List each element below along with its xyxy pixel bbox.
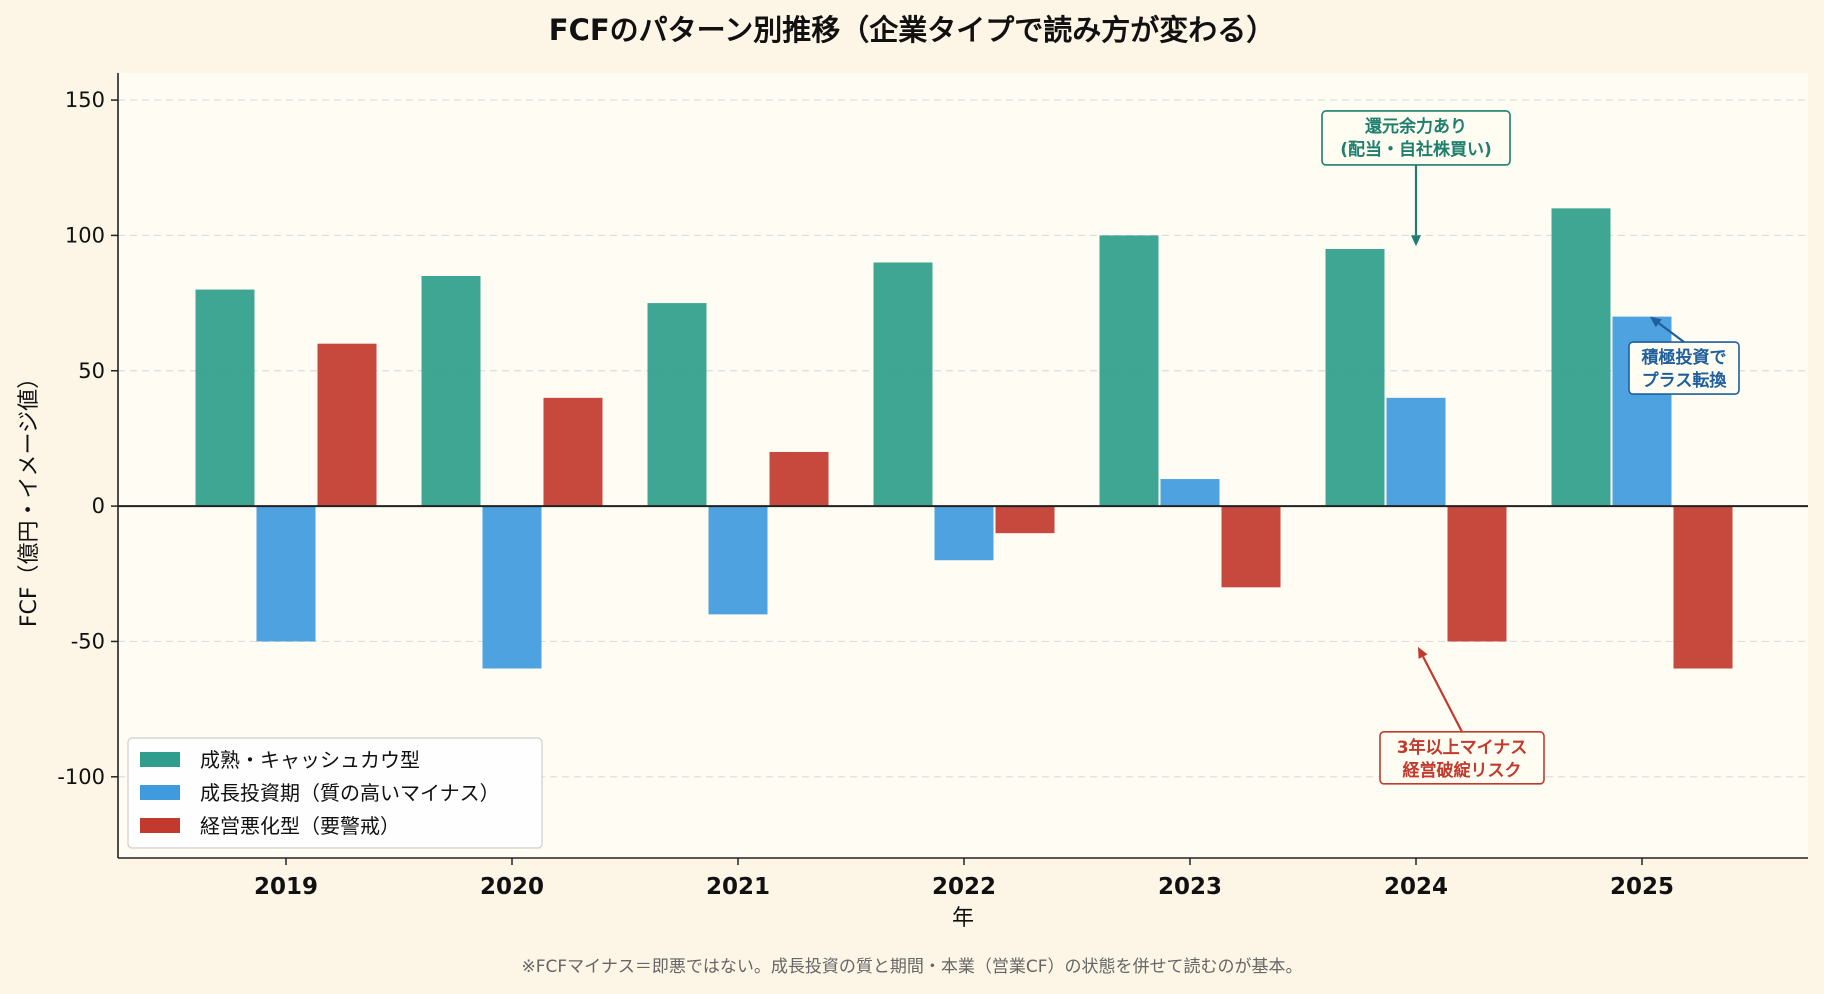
annotation-arrowhead <box>1650 316 1662 328</box>
y-tick-label: 50 <box>78 359 105 383</box>
annotation-box <box>1321 110 1511 166</box>
bar-3-2024 <box>1447 506 1507 642</box>
bar-2-2020 <box>482 506 542 669</box>
annotation-box <box>1628 341 1740 395</box>
bar-3-2022 <box>995 506 1055 534</box>
bar-1-2025 <box>1551 208 1611 507</box>
x-tick-labels: 2019 2020 2021 2022 2023 2024 2025 <box>254 858 1674 900</box>
bar-2-2024 <box>1386 397 1446 507</box>
bar-1-2022 <box>873 262 933 507</box>
annotation-text: プラス転換 <box>1642 370 1728 391</box>
bar-2-2023 <box>1160 479 1220 507</box>
plot-background <box>118 73 1808 858</box>
bar-1-2019 <box>195 289 255 507</box>
bar-1-2024 <box>1325 248 1385 507</box>
legend-box <box>127 737 543 849</box>
y-tick-labels: -100 -50 0 50 100 150 <box>57 88 118 789</box>
bar-3-2023 <box>1221 506 1281 588</box>
annotation-text: 経営破綻リスク <box>1403 760 1522 781</box>
legend-swatch <box>140 752 180 767</box>
legend-label: 成熟・キャッシュカウ型 <box>200 748 420 772</box>
bar-1-2020 <box>421 276 481 507</box>
x-tick-label: 2023 <box>1158 874 1222 900</box>
bar-3-2025 <box>1673 506 1733 669</box>
annotation-arrow <box>1422 656 1463 733</box>
bar-1-2023 <box>1099 235 1159 507</box>
annotation-arrowhead <box>1418 646 1428 659</box>
y-tick-label: 150 <box>65 88 105 112</box>
annotation-arrowhead <box>1411 235 1421 247</box>
axes <box>117 73 1808 859</box>
x-axis-label: 年 <box>952 906 974 931</box>
x-tick-label: 2025 <box>1610 874 1674 900</box>
legend-swatch <box>140 785 180 800</box>
y-axis-label: FCF（億円・イメージ値） <box>17 367 42 627</box>
annotation-text: 3年以上マイナス <box>1397 737 1528 758</box>
y-tick-label: -50 <box>71 629 105 653</box>
x-tick-label: 2022 <box>932 874 996 900</box>
bars <box>195 208 1733 669</box>
bar-2-2021 <box>708 506 768 615</box>
x-tick-label: 2024 <box>1384 874 1448 900</box>
bar-3-2021 <box>769 451 829 507</box>
legend-label: 成長投資期（質の高いマイナス） <box>200 781 500 805</box>
annotation-text: (配当・自社株買い) <box>1340 139 1492 160</box>
x-tick-label: 2019 <box>254 874 318 900</box>
legend-swatch <box>140 818 180 833</box>
bar-1-2021 <box>647 303 707 507</box>
bar-2-2019 <box>256 506 316 642</box>
x-tick-label: 2021 <box>706 874 770 900</box>
chart-title: FCFのパターン別推移（企業タイプで読み方が変わる） <box>549 13 1275 47</box>
y-tick-label: 100 <box>65 223 105 247</box>
bar-2-2022 <box>934 506 994 561</box>
annotation-arrow <box>1658 322 1685 343</box>
annotation-text: 還元余力あり <box>1365 116 1467 137</box>
footnote: ※FCFマイナス＝即悪ではない。成長投資の質と期間・本業（営業CF）の状態を併せ… <box>522 957 1303 977</box>
y-tick-label: 0 <box>92 494 105 518</box>
y-tick-label: -100 <box>57 765 105 789</box>
legend-label: 経営悪化型（要警戒） <box>200 814 400 838</box>
annotation-text: 積極投資で <box>1642 347 1727 368</box>
annotation-box <box>1379 731 1545 785</box>
bar-3-2019 <box>317 343 377 507</box>
bar-3-2020 <box>543 397 603 507</box>
x-tick-label: 2020 <box>480 874 544 900</box>
